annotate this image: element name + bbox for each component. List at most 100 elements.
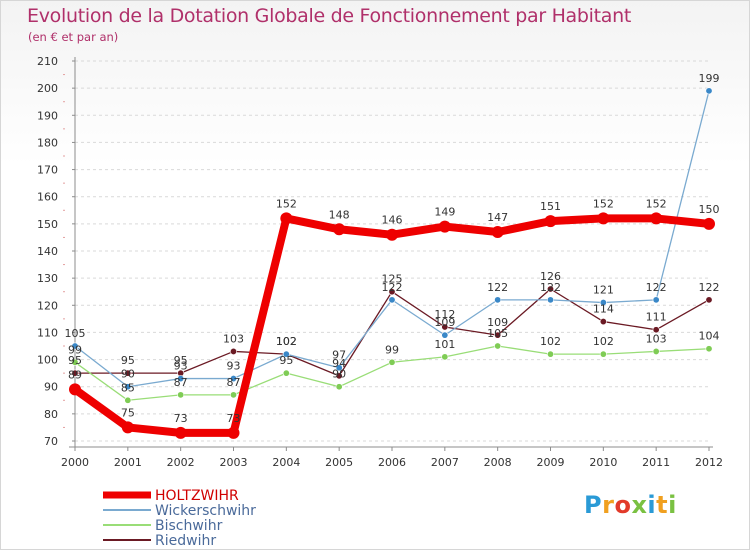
data-label-bischwihr: 85 xyxy=(121,381,135,394)
y-tick-label: 80 xyxy=(44,408,58,421)
data-label-bischwihr: 104 xyxy=(699,330,720,343)
data-label-bischwihr: 87 xyxy=(174,376,188,389)
x-tick-label: 2003 xyxy=(220,456,248,469)
data-label-bischwihr: 102 xyxy=(593,335,614,348)
data-label-holtzwihr: 89 xyxy=(68,368,82,381)
x-tick-label: 2004 xyxy=(272,456,300,469)
data-label-riedwihr: 94 xyxy=(332,357,346,370)
x-tick-label: 2009 xyxy=(537,456,565,469)
y-tick-label: 140 xyxy=(37,245,58,258)
data-point-riedwihr xyxy=(546,285,554,293)
y-tick-label: 120 xyxy=(37,299,58,312)
logo-letter: t xyxy=(656,491,669,519)
data-point-holtzwihr xyxy=(280,212,293,225)
data-point-wickerschwihr xyxy=(652,296,660,304)
chart-subtitle: (en € et par an) xyxy=(28,30,119,44)
data-point-wickerschwihr xyxy=(546,296,554,304)
logo-letter: i xyxy=(668,491,677,519)
data-label-riedwihr: 103 xyxy=(223,332,244,345)
x-tick-label: 2008 xyxy=(484,456,512,469)
y-tick-label: 200 xyxy=(37,82,58,95)
x-tick-label: 2005 xyxy=(325,456,353,469)
data-label-wickerschwihr: 122 xyxy=(382,281,403,294)
chart-title: Evolution de la Dotation Globale de Fonc… xyxy=(27,5,632,27)
data-label-holtzwihr: 73 xyxy=(174,412,188,425)
data-point-bischwihr xyxy=(124,396,132,404)
data-label-holtzwihr: 75 xyxy=(121,406,135,419)
data-label-wickerschwihr: 109 xyxy=(434,316,455,329)
x-tick-label: 2011 xyxy=(642,456,670,469)
data-point-bischwihr xyxy=(282,369,290,377)
data-label-holtzwihr: 150 xyxy=(699,203,720,216)
data-point-riedwihr xyxy=(599,318,607,326)
data-label-riedwihr: 95 xyxy=(121,354,135,367)
legend-label-holtzwihr: HOLTZWIHR xyxy=(155,488,239,504)
data-point-wickerschwihr xyxy=(177,375,185,383)
data-point-riedwihr xyxy=(388,288,396,296)
data-label-wickerschwihr: 90 xyxy=(121,368,135,381)
y-tick-label: 70 xyxy=(44,435,58,448)
data-label-wickerschwihr: 93 xyxy=(227,360,241,373)
logo-letter: o xyxy=(614,491,632,519)
data-point-holtzwihr xyxy=(650,212,663,225)
series-layer xyxy=(69,87,715,439)
data-point-bischwihr xyxy=(441,353,449,361)
proxiti-logo: Proxiti xyxy=(584,491,677,519)
data-label-holtzwihr: 148 xyxy=(329,208,350,221)
logo-letter: i xyxy=(647,491,657,519)
data-point-holtzwihr xyxy=(69,383,81,396)
data-label-holtzwihr: 152 xyxy=(276,197,297,210)
data-point-riedwihr xyxy=(71,369,79,377)
x-tick-label: 2002 xyxy=(167,456,195,469)
logo-letter: r xyxy=(602,491,615,519)
data-point-riedwihr xyxy=(441,323,449,331)
data-label-holtzwihr: 147 xyxy=(487,211,508,224)
grid xyxy=(75,60,709,442)
y-tick-label: 150 xyxy=(37,218,58,231)
y-tick-label: 100 xyxy=(37,354,58,367)
data-point-wickerschwihr xyxy=(71,342,79,350)
y-tick-label: 170 xyxy=(37,164,58,177)
x-tick-label: 2001 xyxy=(114,456,142,469)
data-point-riedwihr xyxy=(335,372,343,380)
legend-label-bischwihr: Bischwihr xyxy=(155,518,223,534)
data-point-bischwihr xyxy=(599,350,607,358)
data-point-bischwihr xyxy=(494,342,502,350)
y-tick-label: 130 xyxy=(37,272,58,285)
data-point-holtzwihr xyxy=(227,426,240,439)
data-label-riedwihr: 122 xyxy=(699,281,720,294)
data-label-holtzwihr: 73 xyxy=(227,412,241,425)
data-label-wickerschwihr: 121 xyxy=(593,284,614,297)
data-label-bischwihr: 87 xyxy=(227,376,241,389)
legend-label-riedwihr: Riedwihr xyxy=(155,533,216,549)
data-label-wickerschwihr: 122 xyxy=(487,281,508,294)
data-label-riedwihr: 95 xyxy=(68,354,82,367)
data-point-bischwihr xyxy=(71,358,79,366)
data-label-riedwihr: 114 xyxy=(593,303,614,316)
data-point-bischwihr xyxy=(546,350,554,358)
data-point-holtzwihr xyxy=(597,212,610,225)
data-label-bischwihr: 103 xyxy=(646,332,667,345)
data-label-wickerschwihr: 105 xyxy=(65,327,86,340)
data-point-holtzwihr xyxy=(438,220,451,233)
data-point-holtzwihr xyxy=(703,217,715,230)
axes: 7080901001101201301401501601701801902002… xyxy=(37,55,723,469)
data-label-bischwihr: 105 xyxy=(487,327,508,340)
logo-letter: P xyxy=(584,491,603,519)
data-label-riedwihr: 112 xyxy=(434,308,455,321)
data-label-bischwihr: 95 xyxy=(279,354,293,367)
data-point-riedwihr xyxy=(124,369,132,377)
data-label-bischwihr: 99 xyxy=(385,343,399,356)
data-point-riedwihr xyxy=(494,331,502,339)
data-point-bischwihr xyxy=(335,383,343,391)
x-tick-label: 2007 xyxy=(431,456,459,469)
data-label-holtzwihr: 152 xyxy=(593,197,614,210)
data-label-holtzwihr: 151 xyxy=(540,200,561,213)
data-label-bischwihr: 102 xyxy=(540,335,561,348)
logo-letter: x xyxy=(631,491,648,519)
y-tick-label: 190 xyxy=(37,109,58,122)
data-label-bischwihr: 99 xyxy=(68,343,82,356)
